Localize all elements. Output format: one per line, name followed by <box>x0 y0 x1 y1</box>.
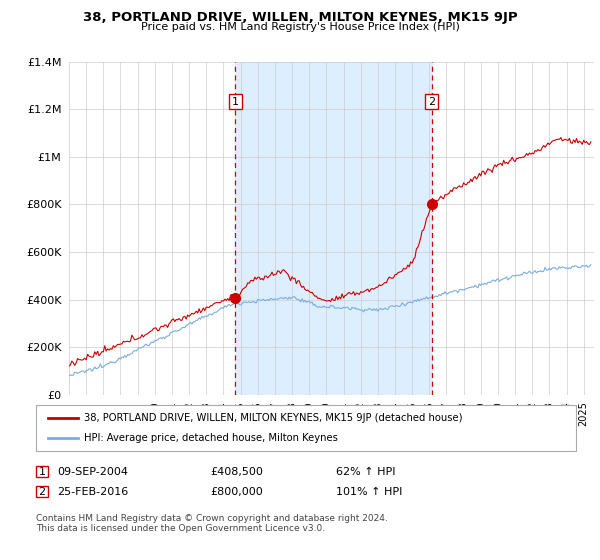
Text: 38, PORTLAND DRIVE, WILLEN, MILTON KEYNES, MK15 9JP: 38, PORTLAND DRIVE, WILLEN, MILTON KEYNE… <box>83 11 517 24</box>
Text: 101% ↑ HPI: 101% ↑ HPI <box>336 487 403 497</box>
Text: 25-FEB-2016: 25-FEB-2016 <box>57 487 128 497</box>
Text: 1: 1 <box>232 96 239 106</box>
Text: 38, PORTLAND DRIVE, WILLEN, MILTON KEYNES, MK15 9JP (detached house): 38, PORTLAND DRIVE, WILLEN, MILTON KEYNE… <box>84 413 463 423</box>
Text: 1: 1 <box>38 466 46 477</box>
Text: HPI: Average price, detached house, Milton Keynes: HPI: Average price, detached house, Milt… <box>84 433 338 443</box>
Text: Price paid vs. HM Land Registry's House Price Index (HPI): Price paid vs. HM Land Registry's House … <box>140 22 460 32</box>
Bar <box>235 62 431 395</box>
Text: Contains HM Land Registry data © Crown copyright and database right 2024.
This d: Contains HM Land Registry data © Crown c… <box>36 514 388 534</box>
Text: 62% ↑ HPI: 62% ↑ HPI <box>336 466 395 477</box>
Text: 09-SEP-2004: 09-SEP-2004 <box>57 466 128 477</box>
Text: £800,000: £800,000 <box>210 487 263 497</box>
Text: 2: 2 <box>428 96 435 106</box>
Text: £408,500: £408,500 <box>210 466 263 477</box>
Text: 2: 2 <box>38 487 46 497</box>
